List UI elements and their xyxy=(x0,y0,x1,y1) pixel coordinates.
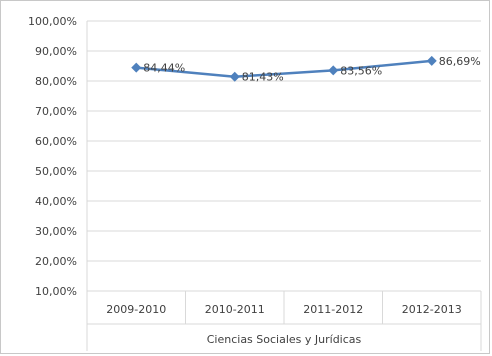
y-tick-label: 50,00% xyxy=(35,165,77,178)
data-label: 83,56% xyxy=(340,64,382,77)
x-tick-label: 2012-2013 xyxy=(402,303,462,316)
data-label: 81,43% xyxy=(242,71,284,84)
y-tick-label: 10,00% xyxy=(35,285,77,298)
gridlines xyxy=(86,20,481,292)
y-tick-label: 60,00% xyxy=(35,135,77,148)
series-line xyxy=(131,55,437,82)
y-axis-ticks: 10,00% 20,00% 30,00% 40,00% 50,00% 60,00% 70,0… xyxy=(28,15,77,298)
data-point-marker xyxy=(131,62,142,73)
data-point-marker xyxy=(426,55,437,66)
data-label: 86,69% xyxy=(439,55,481,68)
x-axis: 2009-2010 2010-2011 2011-2012 2012-2013 xyxy=(86,290,482,351)
x-tick-label: 2010-2011 xyxy=(205,303,265,316)
y-tick-label: 80,00% xyxy=(35,75,77,88)
y-tick-label: 30,00% xyxy=(35,225,77,238)
x-tick-label: 2011-2012 xyxy=(303,303,363,316)
y-tick-label: 100,00% xyxy=(28,15,77,28)
y-tick-label: 40,00% xyxy=(35,195,77,208)
data-point-marker xyxy=(229,71,240,82)
series-line-path xyxy=(136,59,432,78)
data-labels: 84,44% 81,43% 83,56% 86,69% xyxy=(143,55,480,84)
data-label: 84,44% xyxy=(143,62,185,75)
x-tick-label: 2009-2010 xyxy=(106,303,166,316)
y-tick-label: 90,00% xyxy=(35,45,77,58)
y-tick-label: 20,00% xyxy=(35,255,77,268)
data-point-marker xyxy=(328,65,339,76)
y-tick-label: 70,00% xyxy=(35,105,77,118)
x-axis-group-label: Ciencias Sociales y Jurídicas xyxy=(207,333,362,346)
